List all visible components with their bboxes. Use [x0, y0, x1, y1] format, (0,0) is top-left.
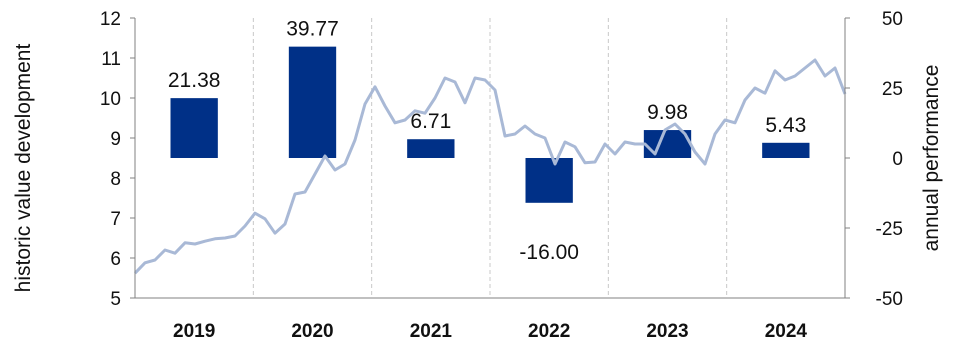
bar-2023: [643, 130, 692, 158]
bar-2021: [407, 139, 455, 158]
line-historic-value: [133, 58, 847, 275]
left-tick-label: 10: [100, 89, 121, 110]
bar-label-2019: 21.38: [168, 69, 221, 92]
left-axis-title: historic value development: [12, 44, 35, 293]
right-axis-title: annual performance: [920, 65, 943, 252]
gridlines: [252, 18, 728, 298]
left-tick-label: 12: [100, 9, 121, 30]
bar-label-2023: 9.98: [647, 101, 688, 124]
bar-2024: [762, 142, 810, 158]
bar-label-2020: 39.77: [286, 18, 339, 41]
x-tick-label-2023: 2023: [646, 321, 688, 342]
axes: 5 6 7 8 9 10 11 12 -50 -25 0 25 50 2019 2020 2021 2022 20…: [100, 9, 903, 342]
right-tick-label: 0: [892, 149, 903, 170]
bar-series: [170, 46, 810, 203]
right-tick-label: -25: [876, 219, 903, 240]
x-tick-label-2021: 2021: [410, 321, 453, 342]
bar-label-2022: -16.00: [519, 241, 579, 264]
left-tick-label: 5: [110, 289, 121, 310]
left-tick-label: 9: [110, 129, 121, 150]
bar-2020: [288, 46, 337, 159]
bar-2022: [525, 158, 573, 203]
bar-2019: [170, 98, 218, 158]
right-tick-label: 25: [882, 79, 903, 100]
x-tick-label-2020: 2020: [291, 321, 333, 342]
data-labels: 21.38 39.77 6.71 -16.00 9.98 5.43: [168, 18, 806, 264]
x-tick-label-2024: 2024: [765, 321, 808, 342]
bar-label-2024: 5.43: [765, 114, 806, 137]
bar-label-2021: 6.71: [410, 110, 451, 133]
left-tick-label: 7: [110, 209, 121, 230]
left-tick-label: 11: [101, 49, 121, 70]
x-tick-label-2019: 2019: [173, 321, 215, 342]
line-series: [133, 58, 847, 275]
right-tick-label: 50: [882, 9, 903, 30]
x-tick-label-2022: 2022: [528, 321, 570, 342]
right-tick-label: -50: [876, 289, 903, 310]
left-tick-label: 8: [110, 169, 121, 190]
left-tick-label: 6: [110, 249, 121, 270]
